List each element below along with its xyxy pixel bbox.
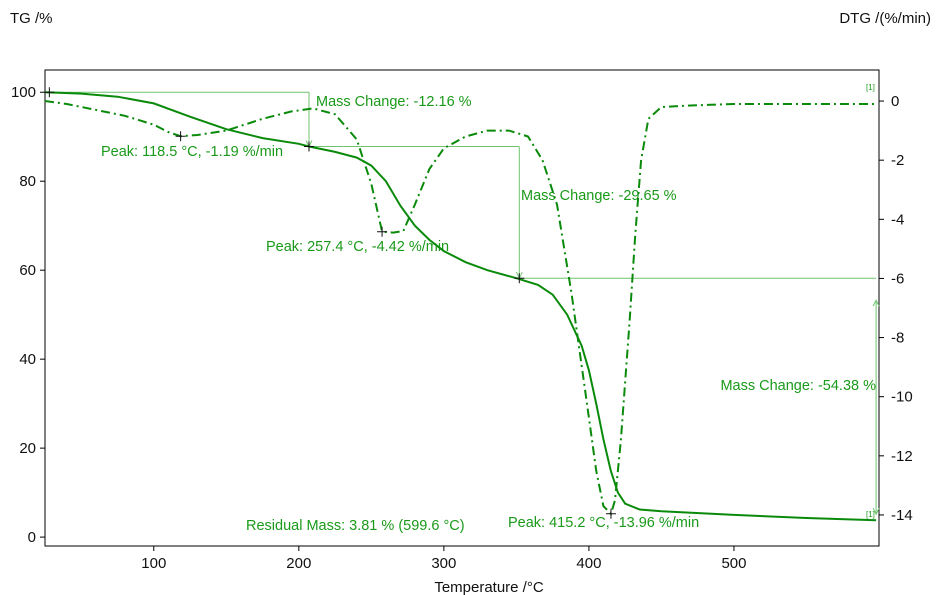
y2-tick-label: -6 <box>891 270 904 287</box>
dtg-end-marker: [1] <box>866 83 875 92</box>
annotation-residual-mass: Residual Mass: 3.81 % (599.6 °C) <box>246 518 465 534</box>
y2-tick-label: -2 <box>891 152 904 169</box>
start-marker <box>44 87 55 98</box>
tg-curve <box>44 91 877 522</box>
x-tick-label: 200 <box>286 555 311 572</box>
arrow-head-3-bottom <box>872 507 880 516</box>
x-tick-label: 300 <box>431 555 456 572</box>
y2-tick-label: -14 <box>891 507 913 524</box>
annotation-peak-2: Peak: 257.4 °C, -4.42 %/min <box>266 239 449 255</box>
annotation-peak-1: Peak: 118.5 °C, -1.19 %/min <box>101 144 283 160</box>
y2-tick-label: -4 <box>891 211 904 228</box>
x-axis-title: Temperature /°C <box>434 579 544 595</box>
y2-axis-title: DTG /(%/min) <box>839 10 931 27</box>
x-tick-label: 100 <box>141 555 166 572</box>
annotation-mass-change-2: Mass Change: -29.65 % <box>521 188 677 204</box>
dtg-curve <box>44 100 877 516</box>
annotation-mass-change-3: Mass Change: -54.38 % <box>720 378 876 394</box>
annotation-peak-3: Peak: 415.2 °C, -13.96 %/min <box>508 515 699 531</box>
peak-marker-1 <box>175 131 186 142</box>
annotation-mass-change-1: Mass Change: -12.16 % <box>316 94 472 110</box>
tg-end-marker: [1] <box>866 510 875 519</box>
y-tick-label: 0 <box>28 529 36 546</box>
y2-tick-label: 0 <box>891 93 899 110</box>
peak-marker-3 <box>605 508 616 519</box>
y-tick-label: 40 <box>19 351 36 368</box>
y-axis-title: TG /% <box>10 10 53 27</box>
x-tick-label: 400 <box>576 555 601 572</box>
y-tick-label: 100 <box>11 84 36 101</box>
x-tick-label: 500 <box>721 555 746 572</box>
y-tick-label: 20 <box>19 440 36 457</box>
arrow-head-3-top <box>872 299 880 307</box>
y2-tick-label: -10 <box>891 389 913 406</box>
y-tick-label: 60 <box>19 262 36 279</box>
peak-marker-2 <box>377 226 388 237</box>
y-tick-label: 80 <box>19 173 36 190</box>
plot-frame <box>44 69 880 547</box>
tg-step-marker-1 <box>303 141 314 152</box>
y2-tick-label: -8 <box>891 330 904 347</box>
tg-step-marker-2 <box>514 273 525 284</box>
y2-tick-label: -12 <box>891 448 913 465</box>
